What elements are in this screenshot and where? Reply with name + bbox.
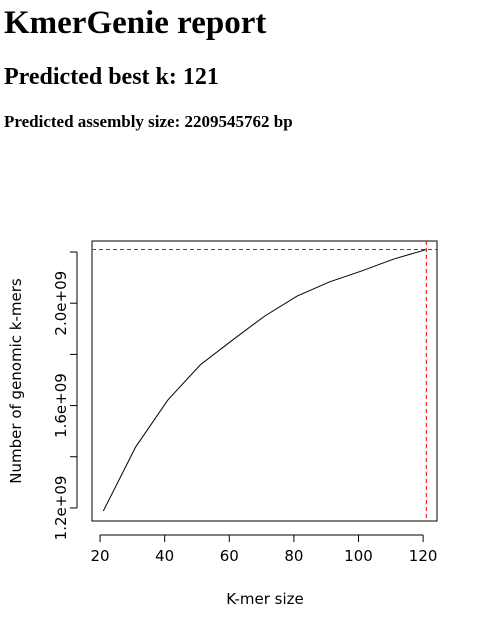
assembly-size: Predicted assembly size: 2209545762 bp <box>4 112 293 131</box>
y-tick-label: 1.2e+09 <box>52 476 70 541</box>
x-tick-label: 120 <box>409 547 438 565</box>
y-axis-title: Number of genomic k-mers <box>7 278 25 484</box>
x-axis-title: K-mer size <box>226 590 304 608</box>
title: KmerGenie report <box>4 5 266 41</box>
y-tick-label: 2.0e+09 <box>52 271 70 336</box>
x-tick-label: 80 <box>284 547 303 565</box>
x-tick-label: 20 <box>91 547 110 565</box>
y-tick-label: 1.6e+09 <box>52 373 70 438</box>
subtitle: Predicted best k: 121 <box>4 64 219 90</box>
x-tick-label: 40 <box>155 547 174 565</box>
plot-frame <box>91 240 438 522</box>
data-line <box>102 249 427 512</box>
x-tick-label: 60 <box>220 547 239 565</box>
x-tick-label: 100 <box>344 547 373 565</box>
